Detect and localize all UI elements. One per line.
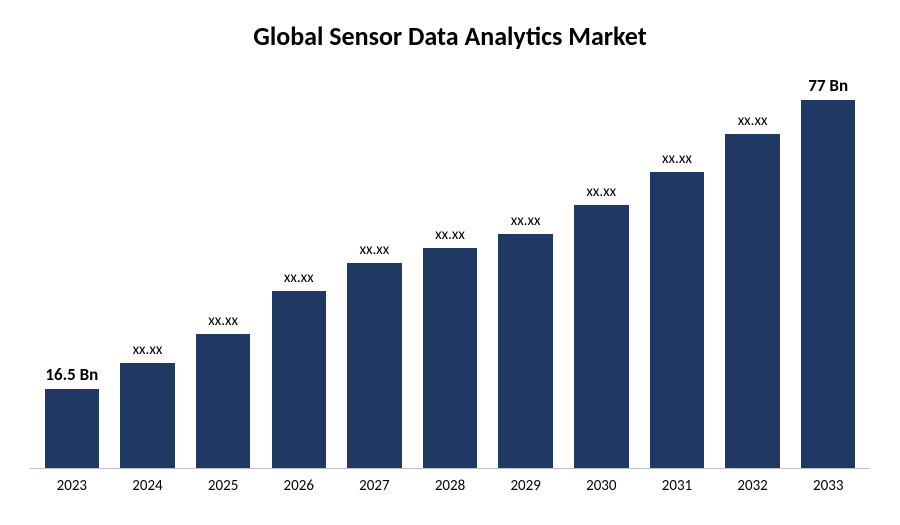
x-axis-tick: 2029 <box>488 477 564 495</box>
bar-value-label: 77 Bn <box>808 75 848 96</box>
x-axis-tick: 2028 <box>412 477 488 495</box>
bar <box>347 263 401 468</box>
bar <box>650 172 704 468</box>
x-axis-tick: 2023 <box>34 477 110 495</box>
bar-slot: xx.xx <box>110 62 186 468</box>
x-axis-tick: 2027 <box>337 477 413 495</box>
x-axis-tick: 2024 <box>110 477 186 495</box>
chart-title: Global Sensor Data Analytics Market <box>30 20 870 52</box>
bar <box>801 100 855 468</box>
x-axis-tick: 2026 <box>261 477 337 495</box>
x-axis: 2023202420252026202720282029203020312032… <box>30 469 870 495</box>
bar-slot: 77 Bn <box>790 62 866 468</box>
bar-slot: xx.xx <box>715 62 791 468</box>
bar-value-label: xx.xx <box>208 312 238 330</box>
bars-region: 16.5 Bn xx.xx xx.xx xx.xx xx.xx xx.xx xx.xx xx.… <box>30 62 870 469</box>
chart-container: Global Sensor Data Analytics Market 16.5… <box>0 0 900 525</box>
bar-value-label: 16.5 Bn <box>45 364 98 385</box>
bar-slot: 16.5 Bn <box>34 62 110 468</box>
x-axis-tick: 2032 <box>715 477 791 495</box>
bar-slot: xx.xx <box>261 62 337 468</box>
bar <box>272 291 326 468</box>
bar-slot: xx.xx <box>185 62 261 468</box>
bar-value-label: xx.xx <box>133 341 163 359</box>
bar-slot: xx.xx <box>412 62 488 468</box>
bar <box>498 234 552 468</box>
bar <box>120 363 174 468</box>
bar-slot: xx.xx <box>639 62 715 468</box>
x-axis-tick: 2030 <box>563 477 639 495</box>
bar-value-label: xx.xx <box>738 112 768 130</box>
bar-slot: xx.xx <box>337 62 413 468</box>
bar <box>196 334 250 468</box>
bar <box>725 134 779 468</box>
bar-value-label: xx.xx <box>511 212 541 230</box>
bar-value-label: xx.xx <box>586 183 616 201</box>
bar-value-label: xx.xx <box>662 150 692 168</box>
bar <box>423 248 477 468</box>
plot-area: 16.5 Bn xx.xx xx.xx xx.xx xx.xx xx.xx xx.xx xx.… <box>30 62 870 495</box>
bar-value-label: xx.xx <box>435 226 465 244</box>
bar <box>574 205 628 468</box>
bar <box>45 389 99 468</box>
x-axis-tick: 2033 <box>790 477 866 495</box>
x-axis-tick: 2031 <box>639 477 715 495</box>
bar-value-label: xx.xx <box>359 241 389 259</box>
bar-value-label: xx.xx <box>284 269 314 287</box>
bar-slot: xx.xx <box>563 62 639 468</box>
x-axis-tick: 2025 <box>185 477 261 495</box>
bar-slot: xx.xx <box>488 62 564 468</box>
